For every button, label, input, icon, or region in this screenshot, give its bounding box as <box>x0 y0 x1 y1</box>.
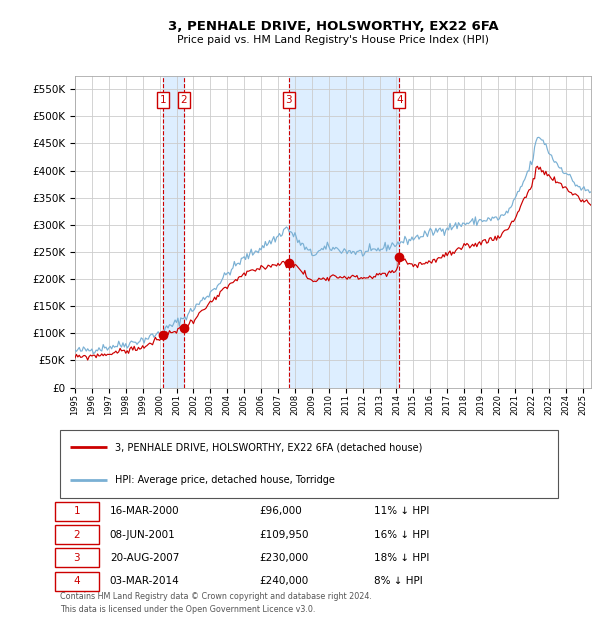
Text: 16% ↓ HPI: 16% ↓ HPI <box>374 529 429 539</box>
Text: 8% ↓ HPI: 8% ↓ HPI <box>374 576 422 586</box>
Text: 2: 2 <box>181 95 187 105</box>
FancyBboxPatch shape <box>60 430 558 498</box>
Bar <box>163 76 184 388</box>
FancyBboxPatch shape <box>55 572 99 590</box>
Text: 4: 4 <box>396 95 403 105</box>
Text: HPI: Average price, detached house, Torridge: HPI: Average price, detached house, Torr… <box>115 475 335 485</box>
Text: 1: 1 <box>74 507 80 516</box>
Text: £109,950: £109,950 <box>259 529 309 539</box>
FancyBboxPatch shape <box>55 502 99 521</box>
Text: £230,000: £230,000 <box>259 553 308 563</box>
Bar <box>289 76 400 388</box>
Text: 3: 3 <box>74 553 80 563</box>
Text: 03-MAR-2014: 03-MAR-2014 <box>110 576 179 586</box>
Text: 08-JUN-2001: 08-JUN-2001 <box>110 529 176 539</box>
Text: 3, PENHALE DRIVE, HOLSWORTHY, EX22 6FA: 3, PENHALE DRIVE, HOLSWORTHY, EX22 6FA <box>167 20 499 33</box>
Text: 18% ↓ HPI: 18% ↓ HPI <box>374 553 429 563</box>
Text: 2: 2 <box>74 529 80 539</box>
Text: Contains HM Land Registry data © Crown copyright and database right 2024.: Contains HM Land Registry data © Crown c… <box>60 592 372 601</box>
Text: This data is licensed under the Open Government Licence v3.0.: This data is licensed under the Open Gov… <box>60 604 316 614</box>
FancyBboxPatch shape <box>55 549 99 567</box>
Text: £240,000: £240,000 <box>259 576 308 586</box>
Text: 3, PENHALE DRIVE, HOLSWORTHY, EX22 6FA (detached house): 3, PENHALE DRIVE, HOLSWORTHY, EX22 6FA (… <box>115 443 422 453</box>
Text: 16-MAR-2000: 16-MAR-2000 <box>110 507 179 516</box>
Text: Price paid vs. HM Land Registry's House Price Index (HPI): Price paid vs. HM Land Registry's House … <box>177 35 489 45</box>
Text: £96,000: £96,000 <box>259 507 302 516</box>
Text: 3: 3 <box>286 95 292 105</box>
Text: 1: 1 <box>160 95 166 105</box>
Text: 4: 4 <box>74 576 80 586</box>
Text: 11% ↓ HPI: 11% ↓ HPI <box>374 507 429 516</box>
FancyBboxPatch shape <box>55 525 99 544</box>
Text: 20-AUG-2007: 20-AUG-2007 <box>110 553 179 563</box>
